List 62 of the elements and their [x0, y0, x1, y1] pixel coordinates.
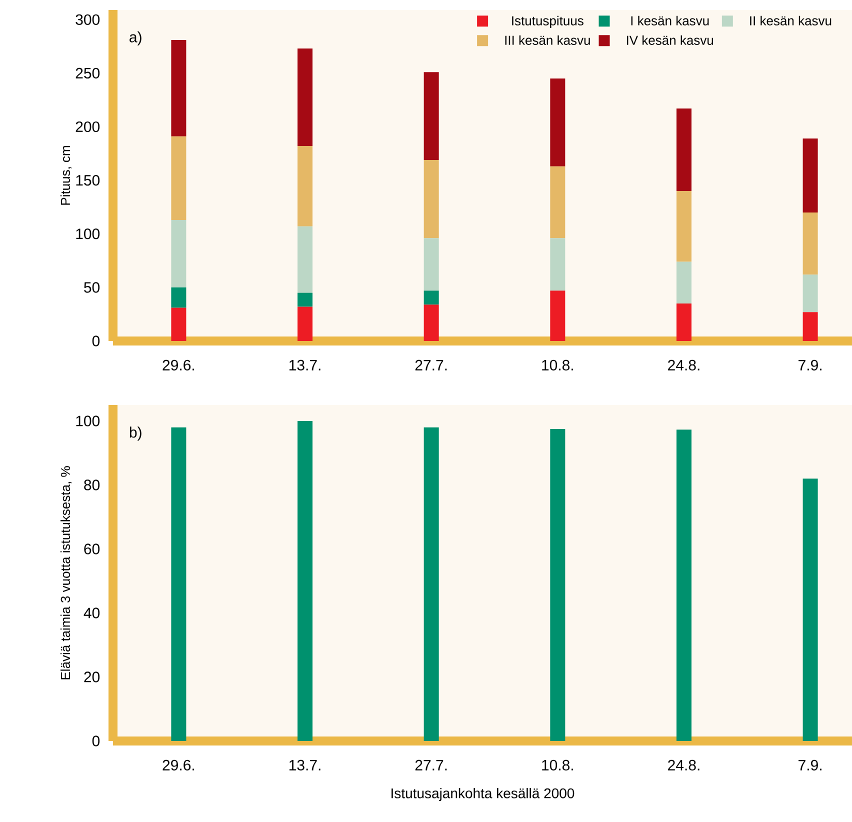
bar: [171, 287, 186, 308]
x-tick-label: 27.7.: [415, 360, 447, 370]
x-tick-label: 13.7.: [289, 760, 320, 770]
bar: [550, 238, 566, 291]
bar: [550, 290, 566, 341]
bar: [424, 238, 439, 291]
annotation: b): [130, 426, 142, 441]
bar: [171, 308, 186, 341]
x-tick-label: 13.7.: [289, 360, 320, 370]
y-tick-label: 200: [76, 121, 100, 132]
x-axis-title: Istutusajankohta kesällä 2000: [392, 788, 574, 802]
annotation: a): [130, 31, 142, 46]
legend-label: Istutuspituus: [512, 16, 584, 28]
y-tick-label: 40: [84, 608, 100, 618]
bar: [550, 166, 566, 238]
x-tick-label: 10.8.: [542, 360, 573, 370]
y-tick-label: 20: [84, 672, 100, 682]
bar: [298, 292, 313, 307]
y-tick-label: 150: [76, 174, 100, 186]
y-axis-title: Eläviä taimia 3 vuotta istutuksesta, %: [60, 466, 72, 680]
bar: [676, 191, 692, 262]
legend-label: I kesän kasvu: [631, 16, 709, 26]
x-tick-label: 7.9.: [798, 760, 822, 770]
bar: [802, 274, 818, 312]
bar: [171, 136, 186, 220]
bar: [802, 212, 818, 275]
bar: [298, 306, 313, 341]
y-tick-label: 50: [84, 282, 100, 293]
x-tick-label: 7.9.: [798, 360, 822, 370]
bar: [550, 78, 566, 166]
x-tick-label: 27.7.: [415, 760, 447, 770]
bar: [676, 262, 692, 304]
bar: [171, 40, 186, 136]
y-tick-label: 0: [92, 736, 100, 746]
y-tick-label: 80: [84, 480, 100, 490]
bar: [424, 304, 439, 341]
legend-label: III kesän kasvu: [505, 35, 590, 45]
bar: [676, 303, 692, 341]
legend-label: IV kesän kasvu: [626, 35, 714, 45]
bar: [424, 72, 439, 160]
bar: [424, 290, 439, 305]
x-tick-label: 24.8.: [668, 760, 700, 770]
bar: [802, 312, 818, 341]
y-tick-label: 100: [76, 416, 100, 426]
bar: [171, 220, 186, 288]
y-tick-label: 100: [76, 228, 100, 240]
y-axis-title: Pituus, cm: [60, 146, 72, 205]
x-tick-label: 29.6.: [162, 360, 194, 370]
x-tick-label: 10.8.: [542, 760, 573, 770]
y-tick-label: 0: [92, 336, 100, 346]
y-tick-label: 60: [84, 544, 100, 554]
x-tick-label: 24.8.: [668, 360, 700, 370]
bar: [298, 48, 313, 146]
y-tick-label: 300: [76, 14, 100, 25]
bar: [298, 226, 313, 293]
bar: [676, 108, 692, 192]
y-tick-label: 250: [76, 68, 100, 78]
bar: [298, 146, 313, 226]
legend-label: II kesän kasvu: [750, 16, 832, 26]
x-tick-label: 29.6.: [162, 760, 194, 770]
bar: [424, 160, 439, 238]
bar: [802, 138, 818, 212]
